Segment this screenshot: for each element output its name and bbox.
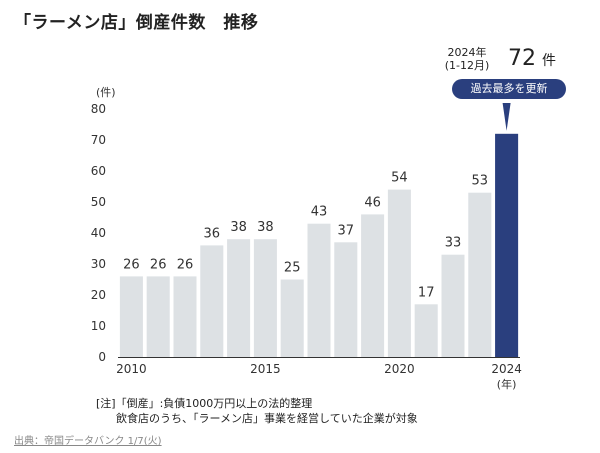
bar-highlight <box>495 133 519 357</box>
note-line-2: 飲食店のうち、「ラーメン店」事業を経営していた企業が対象 <box>116 412 418 425</box>
bar <box>468 192 492 357</box>
bar-value-label: 25 <box>284 261 301 276</box>
highlight-count-value: 72 <box>508 46 536 71</box>
note-line-1: [注]「倒産」:負債1000万円以上の法的整理 <box>96 397 313 410</box>
bar-value-label: 38 <box>257 220 274 235</box>
y-tick-label: 0 <box>98 350 106 364</box>
bar-value-label: 46 <box>364 195 381 210</box>
bar-value-label: 38 <box>230 220 247 235</box>
y-tick-label: 20 <box>91 288 106 302</box>
bar-value-label: 26 <box>123 257 140 272</box>
highlight-period: 2024年 (1-12月) <box>436 46 498 72</box>
badge-pointer <box>502 103 511 131</box>
x-tick-label: 2020 <box>384 362 415 376</box>
bar-value-label: 53 <box>472 174 489 189</box>
bar-value-label: 26 <box>177 257 194 272</box>
bar <box>334 242 358 357</box>
x-tick-label: 2015 <box>250 362 281 376</box>
y-tick-label: 40 <box>91 226 106 240</box>
x-axis-label: (年) <box>497 377 517 391</box>
highlight-range: (1-12月) <box>444 59 490 72</box>
bar <box>200 245 224 357</box>
y-tick-label: 70 <box>91 133 106 147</box>
y-tick-label: 50 <box>91 195 106 209</box>
bar <box>387 189 411 357</box>
bar <box>441 254 465 357</box>
source-link[interactable]: 出典：帝国データバンク 1/7(火) <box>14 436 162 447</box>
highlight-count-unit: 件 <box>542 53 556 69</box>
highlight-count: 72 件 <box>508 46 556 71</box>
y-tick-label: 60 <box>91 164 106 178</box>
bar <box>280 279 304 357</box>
bar <box>146 276 170 357</box>
bar-value-label: 43 <box>311 205 328 220</box>
chart-title: 「ラーメン店」倒産件数 推移 <box>14 13 259 33</box>
bar <box>173 276 197 357</box>
y-tick-label: 30 <box>91 257 106 271</box>
record-high-badge: 過去最多を更新 <box>452 79 566 99</box>
highlight-year: 2024年 <box>447 46 487 59</box>
bar <box>227 239 251 357</box>
bar-value-label: 54 <box>391 171 408 186</box>
bar-value-label: 37 <box>338 223 355 238</box>
bar <box>361 214 385 357</box>
bar <box>414 304 438 357</box>
bar <box>119 276 143 357</box>
bar-value-label: 33 <box>445 236 462 251</box>
x-tick-label: 2024 <box>491 362 522 376</box>
bar-value-label: 26 <box>150 257 167 272</box>
bar-value-label: 17 <box>418 285 435 300</box>
y-axis-label: (件) <box>96 86 116 99</box>
bar-value-label: 36 <box>204 226 221 241</box>
chart-note: [注]「倒産」:負債1000万円以上の法的整理 飲食店のうち、「ラーメン店」事業… <box>96 396 418 426</box>
bar <box>307 223 331 357</box>
y-tick-label: 80 <box>91 102 106 116</box>
bar <box>253 239 277 357</box>
y-tick-label: 10 <box>91 319 106 333</box>
x-tick-label: 2010 <box>116 362 147 376</box>
